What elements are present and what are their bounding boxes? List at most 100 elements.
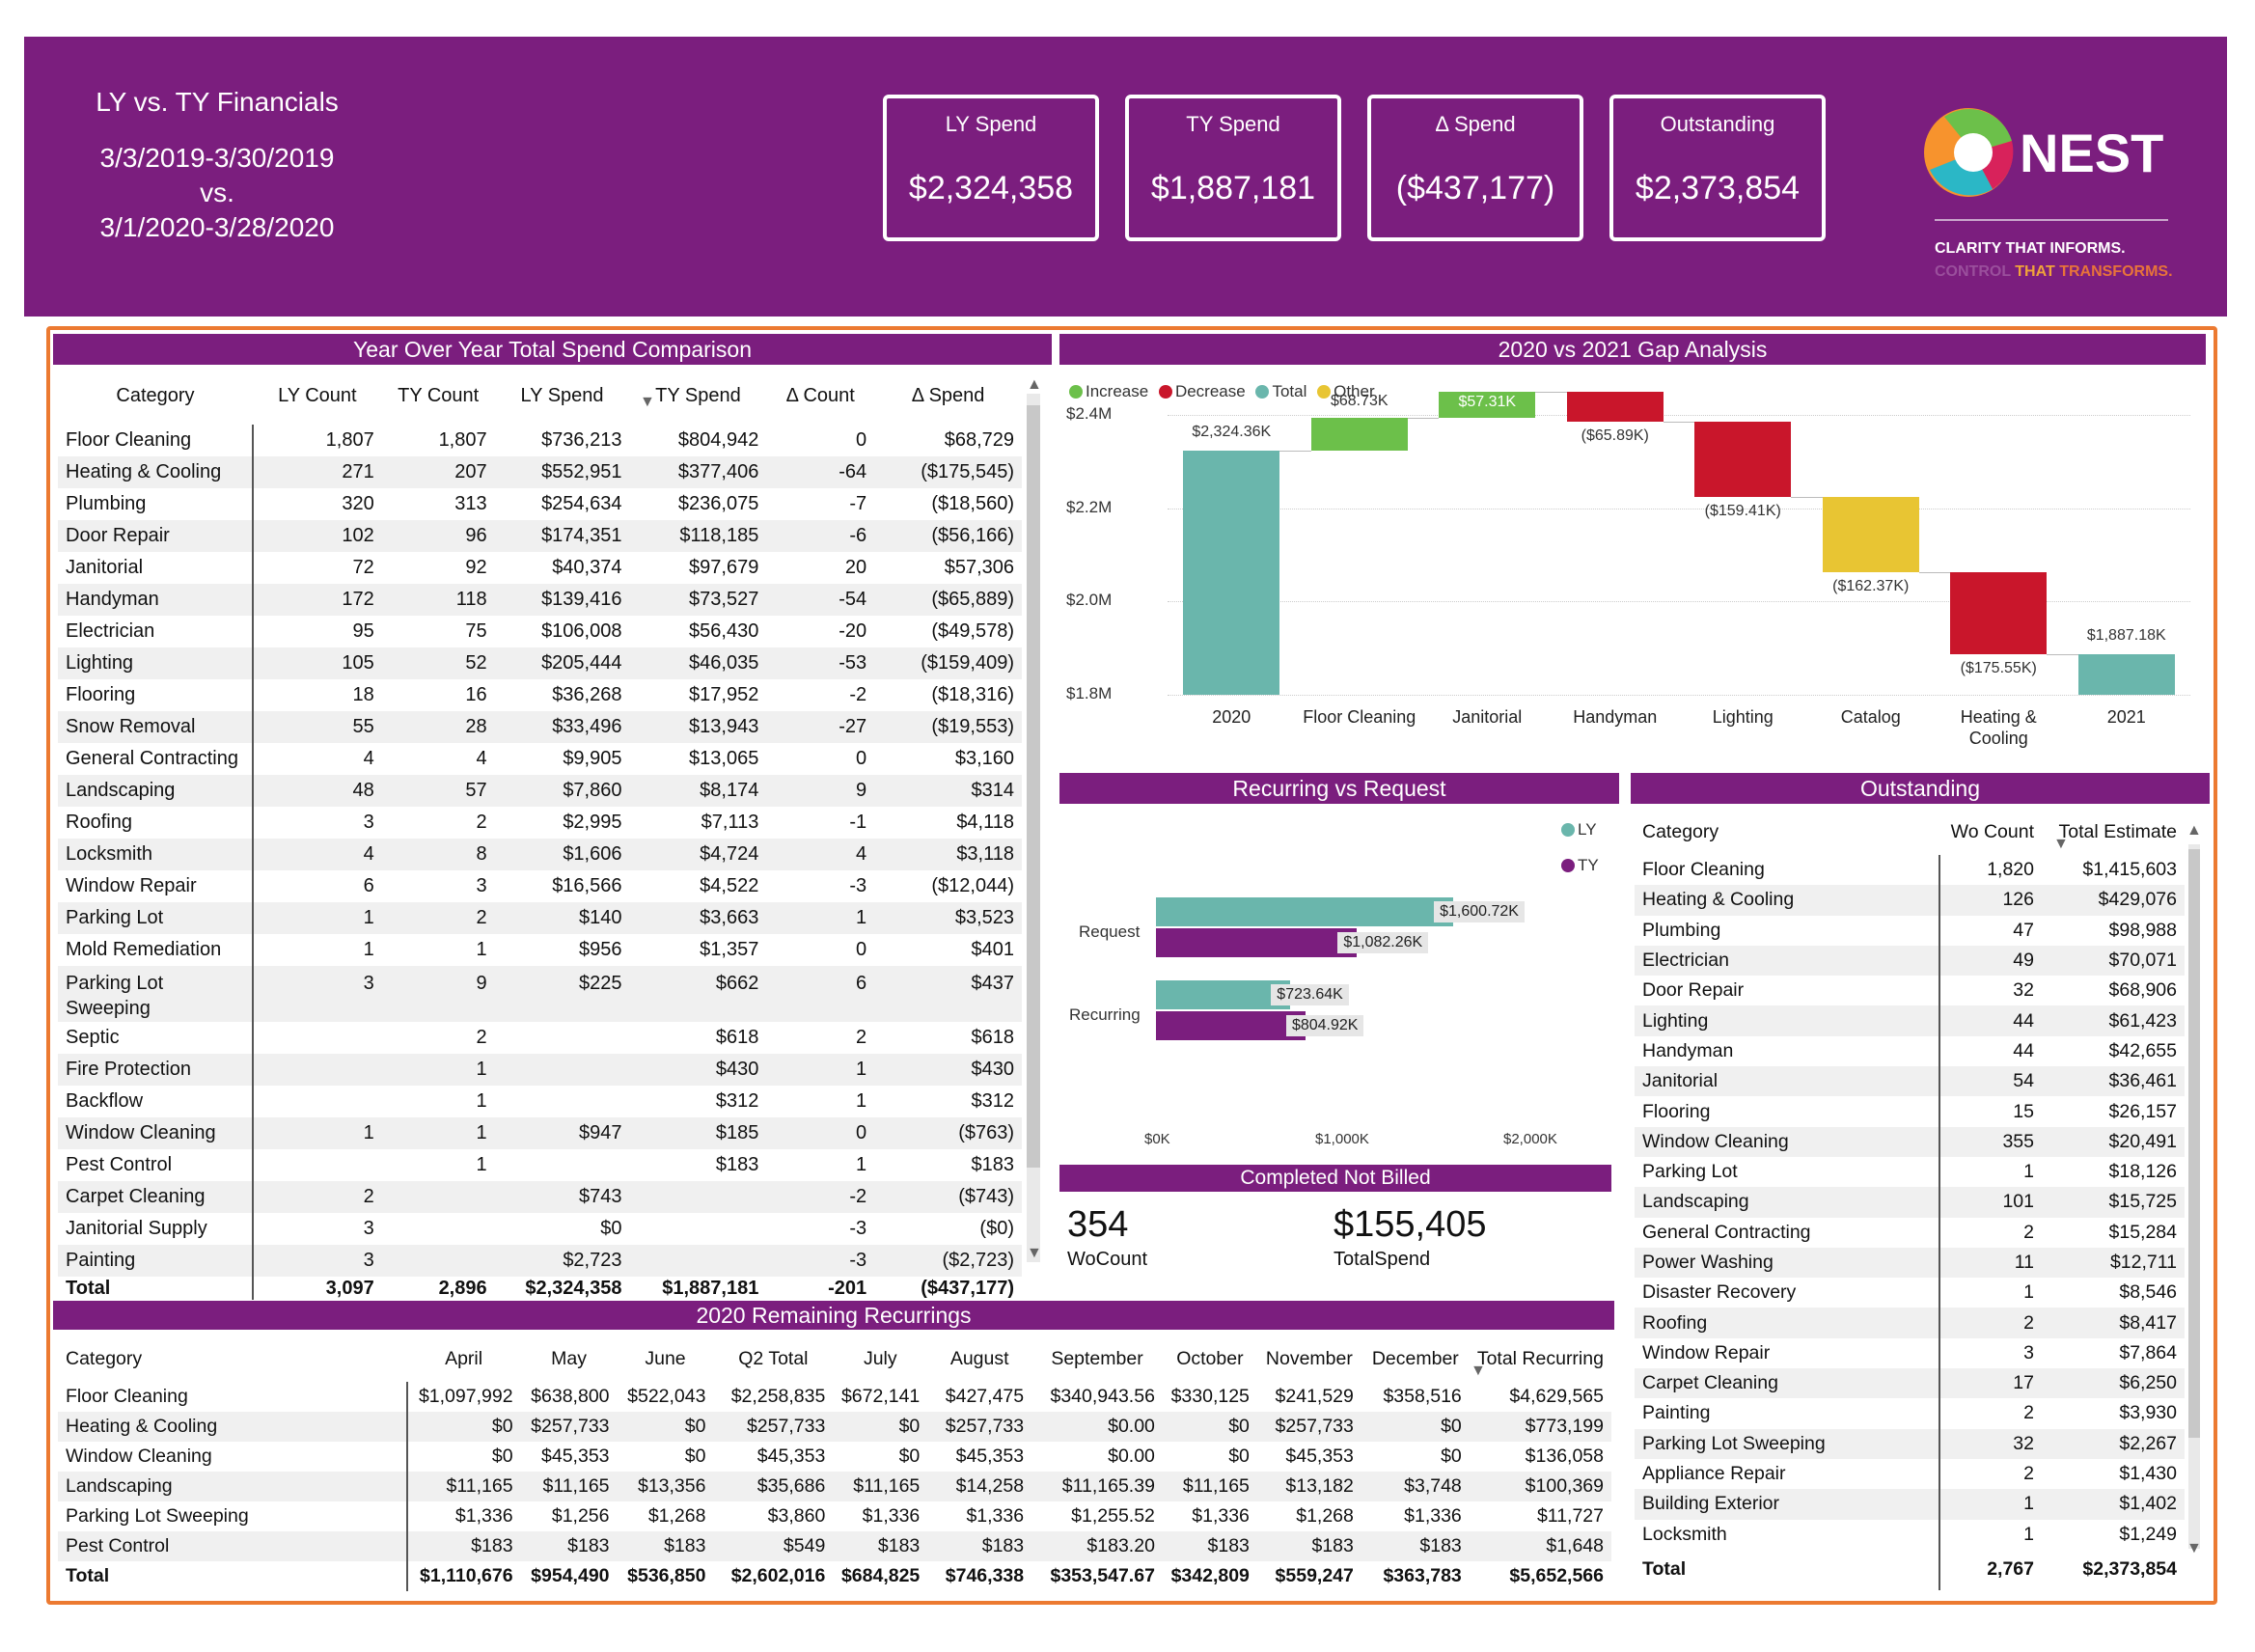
kpi-outstanding[interactable]: Outstanding $2,373,854 [1609,95,1826,241]
table-row[interactable]: Mold Remediation 1 1 $956 $1,357 0 $401 [58,934,1022,966]
table-row[interactable]: Window Cleaning 355 $20,491 [1635,1126,2185,1157]
kpi-ty-spend[interactable]: TY Spend $1,887,181 [1125,95,1341,241]
table-row[interactable]: Pest Control 1 $183 1 $183 [58,1149,1022,1181]
waterfall-bar[interactable] [2077,653,2175,695]
table-row[interactable]: Heating & Cooling 126 $429,076 [1635,885,2185,916]
scroll-up-icon[interactable]: ▲ [2186,822,2202,839]
table-row[interactable]: Lighting 105 52 $205,444 $46,035 -53 ($159,409… [58,647,1022,679]
table-row[interactable]: Window Repair 3 $7,864 [1635,1337,2185,1369]
table-row[interactable]: Landscaping $11,165 $11,165 $13,356 $35,686 $… [58,1472,1611,1501]
scroll-down-icon[interactable]: ▼ [1027,1245,1042,1261]
legend-increase[interactable]: Increase [1069,382,1148,400]
waterfall-bar[interactable] [1950,572,2048,654]
col-header-november[interactable]: November [1265,1347,1353,1369]
bar-ty-recurring[interactable] [1156,1011,1306,1040]
col-header-ly-count[interactable]: LY Count [278,384,357,406]
legend-ty[interactable]: TY [1561,856,1599,875]
table-row[interactable]: Heating & Cooling 271 207 $552,951 $377,406-… [58,456,1022,488]
col-header-december[interactable]: December [1371,1347,1459,1369]
col-header-total-estimate[interactable]: Total Estimate [2058,820,2177,842]
table-row[interactable]: Plumbing 320 313 $254,634 $236,075 -7 ($18,560… [58,488,1022,520]
waterfall-bar[interactable] [1694,422,1792,497]
table-row[interactable]: Janitorial 72 92 $40,374 $97,679 20 $57,306 [58,552,1022,584]
col-header-may[interactable]: May [551,1347,587,1369]
table-row[interactable]: General Contracting 2 $15,284 [1635,1217,2185,1248]
table-row[interactable]: Lighting 44 $61,423 [1635,1005,2185,1036]
table-row[interactable]: Landscaping 101 $15,725 [1635,1187,2185,1218]
table-row[interactable]: Roofing 3 2 $2,995 $7,113 -1 $4,118 [58,807,1022,839]
table-row[interactable]: Janitorial 54 $36,461 [1635,1066,2185,1097]
table-row[interactable]: Electrician 49 $70,071 [1635,945,2185,977]
col-header-ty-count[interactable]: TY Count [398,384,480,406]
waterfall-bar[interactable] [1310,418,1408,451]
table-row[interactable]: Pest Control $183 $183 $183 $549 $183 $183 $183… [58,1531,1611,1561]
scroll-down-icon[interactable]: ▼ [2186,1540,2202,1556]
waterfall-bar[interactable] [1822,496,1919,572]
sort-desc-icon[interactable]: ▼ [640,394,655,410]
table-row[interactable]: Door Repair 102 96 $174,351 $118,185 -6 ($56,1… [58,520,1022,552]
table-row[interactable]: Carpet Cleaning 2 $743 -2 ($743) [58,1181,1022,1213]
table-row[interactable]: Parking Lot Sweeping 3 9 $225 $662 6 $437 [58,966,1022,1022]
table-row[interactable]: Painting 2 $3,930 [1635,1398,2185,1429]
table-row[interactable]: Floor Cleaning 1,820 $1,415,603 [1635,855,2185,886]
table-row[interactable]: Parking Lot 1 2 $140 $3,663 1 $3,523 [58,902,1022,934]
waterfall-bar[interactable] [1183,450,1280,695]
col-header-delta-count[interactable]: Δ Count [785,384,855,406]
legend-total[interactable]: Total [1255,382,1306,400]
table-row[interactable]: Painting 3 $2,723 -3 ($2,723) [58,1245,1022,1277]
table-row[interactable]: General Contracting 4 4 $9,905 $13,065 0 $3,16… [58,743,1022,775]
waterfall-bar[interactable] [1566,391,1664,423]
table-row[interactable]: Snow Removal 55 28 $33,496 $13,943 -27 ($19,55… [58,711,1022,743]
table-row[interactable]: Plumbing 47 $98,988 [1635,915,2185,946]
table-row[interactable]: Flooring 18 16 $36,268 $17,952 -2 ($18,316) [58,679,1022,711]
col-header-category[interactable]: Category [66,1347,143,1369]
table-row[interactable]: Building Exterior 1 $1,402 [1635,1489,2185,1520]
col-header-category[interactable]: Category [116,384,195,406]
table-row[interactable]: Handyman 172 118 $139,416 $73,527 -54 ($65,889… [58,584,1022,616]
table-row[interactable]: Flooring 15 $26,157 [1635,1096,2185,1127]
table-row[interactable]: Window Cleaning 1 1 $947 $185 0 ($763) [58,1117,1022,1149]
legend-ly[interactable]: LY [1561,820,1597,840]
col-header-wo-count[interactable]: Wo Count [1950,820,2034,842]
col-header-april[interactable]: April [445,1347,483,1369]
sort-desc-icon[interactable]: ▼ [2053,836,2069,852]
legend-decrease[interactable]: Decrease [1158,382,1246,400]
col-header-june[interactable]: June [645,1347,686,1369]
col-header-august[interactable]: August [949,1347,1009,1369]
table-row[interactable]: Fire Protection 1 $430 1 $430 [58,1054,1022,1086]
table-row[interactable]: Carpet Cleaning 17 $6,250 [1635,1368,2185,1399]
col-header-ly-spend[interactable]: LY Spend [520,384,604,406]
col-header-july[interactable]: July [863,1347,897,1369]
table-row[interactable]: Disaster Recovery 1 $8,546 [1635,1278,2185,1308]
col-header-delta-spend[interactable]: Δ Spend [911,384,985,406]
table-row[interactable]: Power Washing 11 $12,711 [1635,1247,2185,1279]
bar-ly-recurring[interactable] [1156,980,1291,1009]
scroll-up-icon[interactable]: ▲ [1027,376,1042,393]
table-row[interactable]: Window Repair 6 3 $16,566 $4,522 -3 ($12,044) [58,870,1022,902]
table-row[interactable]: Locksmith 1 $1,249 [1635,1519,2185,1550]
table-row[interactable]: Door Repair 32 $68,906 [1635,976,2185,1006]
kpi-ly-spend[interactable]: LY Spend $2,324,358 [883,95,1099,241]
table-row[interactable]: Landscaping 48 57 $7,860 $8,174 9 $314 [58,775,1022,807]
table-row[interactable]: Handyman 44 $42,655 [1635,1035,2185,1067]
table-row[interactable]: Heating & Cooling $0 $257,733 $0 $257,733 $0 $… [58,1412,1611,1442]
bar-ly-request[interactable] [1156,897,1454,926]
bar-ty-request[interactable] [1156,928,1358,957]
yoy-scrollbar-thumb[interactable] [1027,405,1040,1168]
sort-desc-icon[interactable]: ▼ [1471,1363,1486,1379]
table-row[interactable]: Parking Lot 1 $18,126 [1635,1156,2185,1188]
table-row[interactable]: Electrician 95 75 $106,008 $56,430 -20 ($49,57… [58,616,1022,647]
table-row[interactable]: Window Cleaning $0 $45,353 $0 $45,353 $0 $45,3… [58,1442,1611,1472]
col-header-ty-spend[interactable]: TY Spend [655,384,741,406]
col-header-q2-total[interactable]: Q2 Total [738,1347,809,1369]
kpi-delta-spend[interactable]: Δ Spend ($437,177) [1367,95,1583,241]
table-row[interactable]: Floor Cleaning 1,807 1,807 $736,213 $804,942… [58,425,1022,456]
table-row[interactable]: Appliance Repair 2 $1,430 [1635,1458,2185,1490]
table-row[interactable]: Janitorial Supply 3 $0 -3 ($0) [58,1213,1022,1245]
outstanding-scrollbar-thumb[interactable] [2188,849,2200,1438]
table-row[interactable]: Septic 2 $618 2 $618 [58,1022,1022,1054]
col-header-category[interactable]: Category [1642,820,1719,842]
col-header-total-recurring[interactable]: Total Recurring [1476,1347,1604,1369]
table-row[interactable]: Parking Lot Sweeping 32 $2,267 [1635,1428,2185,1459]
col-header-september[interactable]: September [1051,1347,1143,1369]
